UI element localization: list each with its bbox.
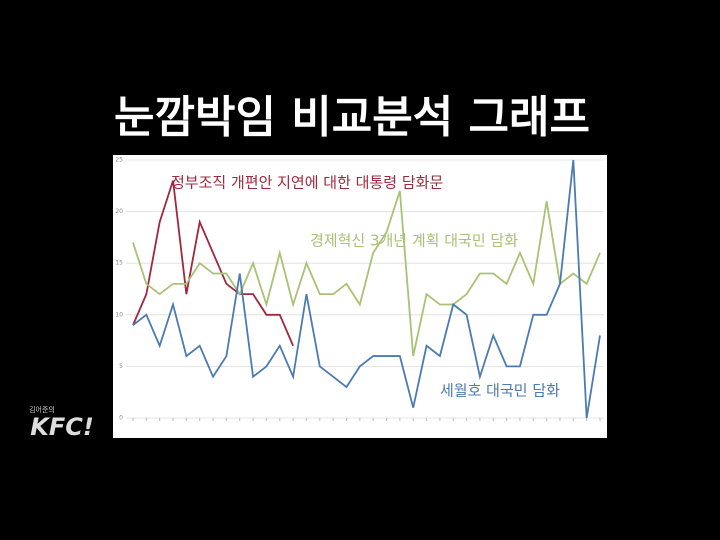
logo-caption: 김어준의	[29, 405, 55, 414]
slide-title: 눈깜박임 비교분석 그래프	[114, 92, 590, 143]
y-tick-label: 25	[115, 157, 123, 164]
y-tick-label: 20	[115, 208, 123, 215]
series-line	[132, 159, 601, 419]
series-label: 세월호 대국민 담화	[440, 382, 560, 400]
series-line	[132, 190, 601, 357]
y-tick-label: 5	[119, 363, 123, 370]
y-tick-label: 15	[115, 260, 123, 267]
chart-area	[113, 155, 607, 438]
logo: KFC!	[30, 413, 94, 441]
y-tick-label: 0	[119, 415, 123, 422]
series-label: 경제혁신 3개년 계획 대국민 담화	[310, 232, 518, 250]
y-tick-label: 10	[115, 311, 123, 318]
series-line	[132, 180, 294, 347]
series-label: 정부조직 개편안 지연에 대한 대통령 담화문	[171, 174, 443, 192]
